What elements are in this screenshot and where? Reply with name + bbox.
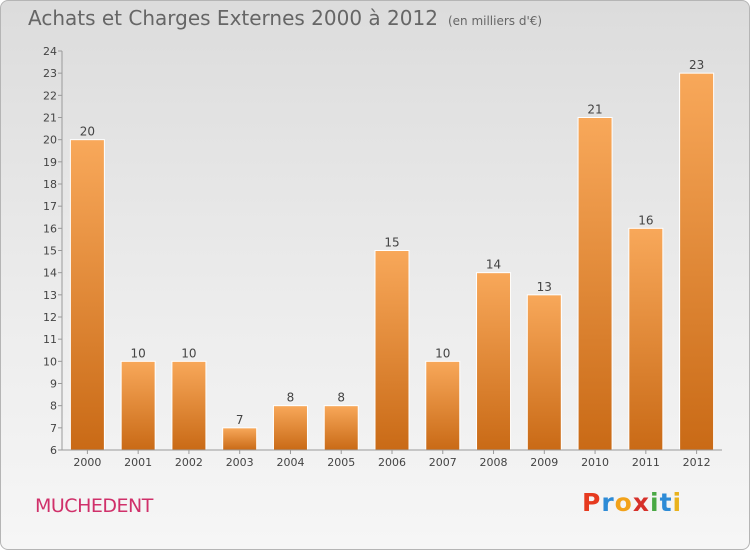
y-tick-label: 23: [43, 67, 57, 80]
chart-title: Achats et Charges Externes 2000 à 2012 (e…: [28, 6, 542, 30]
bar-2004: [272, 405, 308, 451]
y-tick-label: 7: [50, 422, 57, 435]
data-label-2006: 15: [384, 236, 399, 250]
bar-2009: [526, 294, 562, 451]
data-label-2011: 16: [638, 213, 653, 227]
y-tick-label: 14: [43, 267, 57, 280]
logo-letter: o: [614, 488, 633, 517]
title-text: Achats et Charges Externes 2000 à 2012: [28, 6, 438, 30]
y-tick-label: 15: [43, 245, 57, 258]
y-tick-label: 6: [50, 444, 57, 457]
x-tick-label-2005: 2005: [327, 456, 355, 469]
data-label-2012: 23: [689, 58, 704, 72]
x-tick-label-2009: 2009: [530, 456, 558, 469]
bar-2000: [69, 139, 105, 451]
y-tick-label: 19: [43, 156, 57, 169]
data-label-2004: 8: [287, 391, 295, 405]
bar-2001: [120, 360, 156, 451]
data-label-2001: 10: [131, 346, 146, 360]
y-tick-label: 20: [43, 134, 57, 147]
data-label-2008: 14: [486, 258, 501, 272]
bar-2005: [323, 405, 359, 451]
bar-2007: [425, 360, 461, 451]
x-axis: 2000 2001 2002 2003 2004 2005 2006 2007 2008 2009…: [62, 449, 722, 469]
x-tick-label-2001: 2001: [124, 456, 152, 469]
x-tick-label-2000: 2000: [73, 456, 101, 469]
y-tick-label: 21: [43, 112, 57, 125]
y-tick-label: 10: [43, 355, 57, 368]
logo-letter: r: [601, 488, 615, 517]
bar-2008: [476, 272, 512, 451]
x-tick-label-2006: 2006: [378, 456, 406, 469]
data-label-2005: 8: [337, 391, 345, 405]
y-tick-label: 17: [43, 200, 57, 213]
logo-letter: x: [632, 488, 650, 517]
chart-subtitle: (en milliers d'€): [447, 14, 543, 28]
y-tick-label: 18: [43, 178, 57, 191]
x-tick-label-2008: 2008: [480, 456, 508, 469]
data-label-2002: 10: [181, 346, 196, 360]
data-label-2007: 10: [435, 346, 450, 360]
logo-letter: i: [650, 488, 660, 517]
bar-2012: [679, 72, 715, 451]
data-label-2010: 21: [587, 103, 602, 117]
y-tick-label: 22: [43, 89, 57, 102]
x-tick-label-2004: 2004: [276, 456, 304, 469]
bar-2010: [577, 117, 613, 451]
x-tick-label-2012: 2012: [683, 456, 711, 469]
y-axis: 6 7 8 9 10 11 12 13 14 15 16 17 18 19 20 21 22 23 24: [43, 45, 63, 457]
proxiti-logo: Proxiti: [582, 488, 682, 517]
x-tick-label-2002: 2002: [175, 456, 203, 469]
logo-letter: t: [659, 488, 673, 517]
x-tick-label-2003: 2003: [226, 456, 254, 469]
y-tick-label: 24: [43, 45, 57, 58]
bars: 20 10 10 7 8 8 15 10 14 13 21 16 23: [69, 58, 715, 451]
y-tick-label: 13: [43, 289, 57, 302]
y-tick-label: 8: [50, 400, 57, 413]
bar-2006: [374, 250, 410, 451]
logo-letter: P: [582, 488, 602, 517]
bar-2002: [171, 360, 207, 451]
x-tick-label-2011: 2011: [632, 456, 660, 469]
y-tick-label: 12: [43, 311, 57, 324]
bar-2011: [628, 227, 664, 451]
data-label-2003: 7: [236, 413, 244, 427]
y-tick-label: 11: [43, 333, 57, 346]
town-name: MUCHEDENT: [35, 495, 153, 517]
x-tick-label-2010: 2010: [581, 456, 609, 469]
data-label-2009: 13: [537, 280, 552, 294]
bar-2003: [222, 427, 258, 451]
logo-letter: i: [672, 488, 683, 517]
x-tick-label-2007: 2007: [429, 456, 457, 469]
data-label-2000: 20: [80, 125, 95, 139]
y-tick-label: 16: [43, 222, 57, 235]
y-tick-label: 9: [50, 378, 57, 391]
